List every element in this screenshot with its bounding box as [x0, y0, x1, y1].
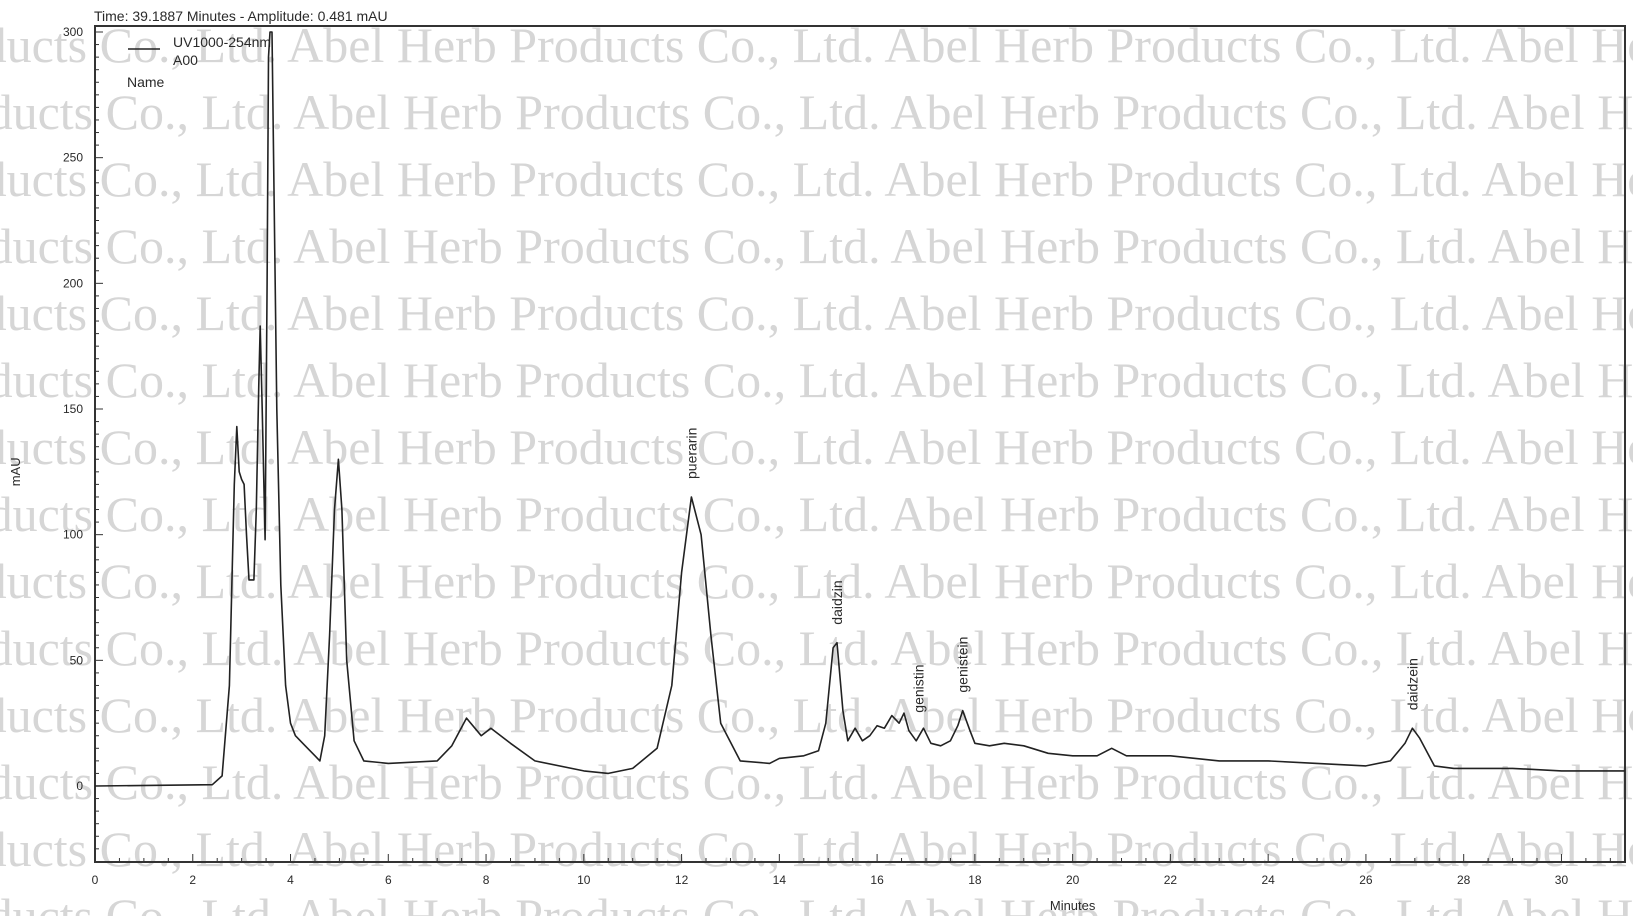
series-line: [95, 31, 1625, 787]
peak-label: puerarin: [683, 428, 699, 479]
watermark-text: Abel Herb Products Co., Ltd. Abel Herb P…: [0, 687, 1633, 743]
y-tick-label: 300: [63, 25, 83, 39]
legend-entry-series: UV1000-254nm: [173, 34, 271, 50]
y-tick-label: 100: [63, 528, 83, 542]
watermark-text: Abel Herb Products Co., Ltd. Abel Herb P…: [0, 486, 1633, 542]
watermark-text: Abel Herb Products Co., Ltd. Abel Herb P…: [0, 553, 1633, 609]
x-axis: 0 2 4 6 8 10 12 14 16 18 20 22 24 26 28 30: [92, 854, 1611, 887]
x-tick-label: 2: [189, 873, 196, 887]
y-tick-label: 50: [70, 653, 84, 667]
watermark-text: Abel Herb Products Co., Ltd. Abel Herb P…: [0, 218, 1633, 274]
watermark-text: Abel Herb Products Co., Ltd. Abel Herb P…: [0, 84, 1633, 140]
watermark-text: Abel Herb Products Co., Ltd. Abel Herb P…: [0, 620, 1633, 676]
x-tick-label: 18: [968, 873, 982, 887]
watermark-text: Abel Herb Products Co., Ltd. Abel Herb P…: [0, 754, 1633, 810]
x-tick-label: 24: [1261, 873, 1275, 887]
x-tick-label: 22: [1164, 873, 1178, 887]
x-tick-label: 14: [773, 873, 787, 887]
y-tick-label: 150: [63, 402, 83, 416]
x-tick-label: 4: [287, 873, 294, 887]
y-tick-label: 250: [63, 151, 83, 165]
legend: UV1000-254nm A00 Name: [127, 34, 271, 90]
watermark-text: Abel Herb Products Co., Ltd. Abel Herb P…: [0, 419, 1633, 475]
y-axis: 0 50 100 150 200 250 300: [63, 25, 103, 850]
watermark-text: Abel Herb Products Co., Ltd. Abel Herb P…: [0, 821, 1633, 877]
x-tick-label: 16: [870, 873, 884, 887]
x-tick-label: 12: [675, 873, 689, 887]
x-tick-label: 26: [1359, 873, 1373, 887]
legend-name-label: Name: [127, 74, 165, 90]
peak-label: genistein: [955, 637, 971, 693]
plot-frame: [94, 25, 1626, 863]
x-tick-label: 8: [483, 873, 490, 887]
watermark-text: Abel Herb Products Co., Ltd. Abel Herb P…: [0, 352, 1633, 408]
x-tick-label: 30: [1555, 873, 1569, 887]
peak-label: daidzin: [829, 580, 845, 624]
x-tick-label: 28: [1457, 873, 1471, 887]
y-tick-label: 200: [63, 276, 83, 290]
watermark: Abel Herb Products Co., Ltd. Abel Herb P…: [0, 17, 1633, 916]
x-axis-title: Minutes: [1050, 898, 1096, 913]
peak-label: daidzein: [1404, 658, 1420, 710]
peak-label: genistin: [911, 664, 927, 712]
x-tick-label: 20: [1066, 873, 1080, 887]
x-tick-label: 10: [577, 873, 591, 887]
legend-entry-sample: A00: [173, 52, 198, 68]
x-tick-label: 6: [385, 873, 392, 887]
watermark-text: Abel Herb Products Co., Ltd. Abel Herb P…: [0, 888, 1633, 916]
peak-labels: puerarin daidzin genistin genistein daidzein: [683, 428, 1420, 713]
series-layer: [95, 31, 1625, 787]
watermark-text: Abel Herb Products Co., Ltd. Abel Herb P…: [0, 285, 1633, 341]
y-axis-title: mAU: [8, 457, 23, 486]
watermark-text: Abel Herb Products Co., Ltd. Abel Herb P…: [0, 151, 1633, 207]
y-tick-label: 0: [76, 779, 83, 793]
chart-header: Time: 39.1887 Minutes - Amplitude: 0.481…: [94, 8, 388, 24]
x-tick-label: 0: [92, 873, 99, 887]
